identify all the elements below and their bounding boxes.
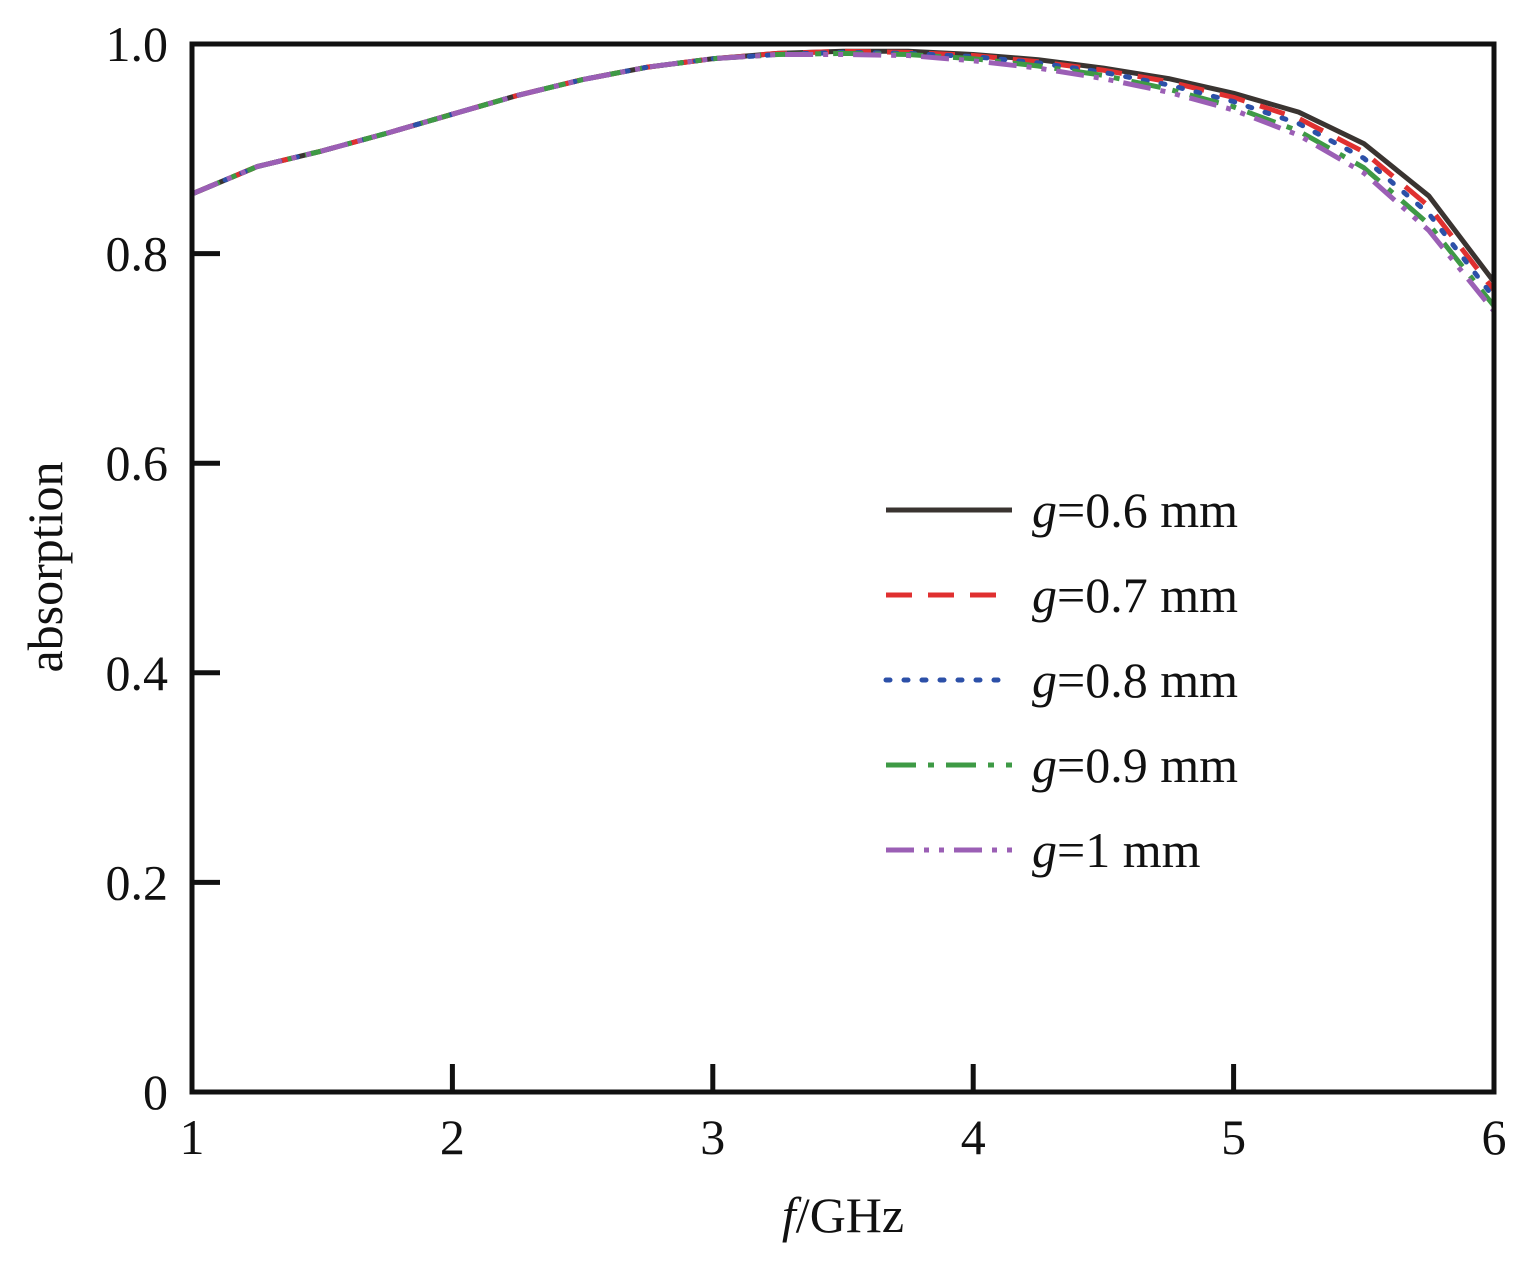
x-axis: 1 2 3 4 5 6	[180, 1064, 1507, 1165]
legend-label-1: g=0.6 mm	[1032, 482, 1238, 538]
plot-frame	[189, 41, 1497, 1095]
legend-label-2: g=0.7 mm	[1032, 567, 1238, 623]
y-tick-label: 1.0	[106, 16, 169, 72]
y-tick-label: 0.8	[106, 226, 169, 282]
x-axis-title: f/GHz	[782, 1187, 904, 1243]
series-line-1	[191, 48, 1496, 284]
legend-label-4: g=0.9 mm	[1032, 737, 1238, 793]
series-line-3	[189, 49, 1497, 301]
y-tick-label: 0	[143, 1064, 168, 1120]
y-tick-label: 0.2	[106, 854, 169, 910]
x-tick-label: 6	[1482, 1109, 1507, 1165]
x-tick-label: 3	[700, 1109, 725, 1165]
series-line-5	[191, 52, 1496, 313]
legend-label-3: g=0.8 mm	[1032, 652, 1238, 708]
y-axis: 0 0.2 0.4 0.6 0.8 1.0	[106, 16, 220, 1120]
x-tick-label: 4	[961, 1109, 986, 1165]
y-axis-title: absorption	[17, 461, 73, 672]
x-axis-title-unit: /GHz	[796, 1187, 904, 1243]
x-tick-label: 1	[180, 1109, 205, 1165]
legend-label-5: g=1 mm	[1032, 822, 1201, 878]
series-line-2	[191, 48, 1496, 292]
x-tick-label: 5	[1221, 1109, 1246, 1165]
legend: g=0.6 mm g=0.7 mm g=0.8 mm g=0.9 mm g=1 mm	[883, 482, 1238, 878]
series-line-4	[191, 50, 1496, 308]
y-tick-label: 0.6	[106, 435, 169, 491]
y-tick-label: 0.4	[106, 645, 169, 701]
plot-curves	[189, 48, 1497, 313]
x-tick-label: 2	[440, 1109, 465, 1165]
